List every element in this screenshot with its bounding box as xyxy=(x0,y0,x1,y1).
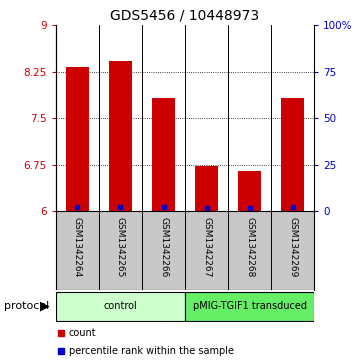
Bar xyxy=(281,98,304,211)
Bar xyxy=(185,292,314,321)
Title: GDS5456 / 10448973: GDS5456 / 10448973 xyxy=(110,9,260,23)
Bar xyxy=(152,98,175,211)
Bar xyxy=(195,166,218,211)
Text: pMIG-TGIF1 transduced: pMIG-TGIF1 transduced xyxy=(192,301,306,311)
Text: GSM1342267: GSM1342267 xyxy=(202,217,211,278)
Text: control: control xyxy=(104,301,137,311)
Text: percentile rank within the sample: percentile rank within the sample xyxy=(69,346,234,356)
Bar xyxy=(56,292,185,321)
Text: GSM1342264: GSM1342264 xyxy=(73,217,82,278)
Text: protocol: protocol xyxy=(4,301,49,311)
Text: GSM1342265: GSM1342265 xyxy=(116,217,125,278)
Text: ▶: ▶ xyxy=(40,300,50,313)
Text: GSM1342269: GSM1342269 xyxy=(288,217,297,278)
Text: count: count xyxy=(69,328,96,338)
Bar xyxy=(66,68,89,211)
Text: GSM1342268: GSM1342268 xyxy=(245,217,254,278)
Bar xyxy=(109,61,132,211)
Bar xyxy=(238,171,261,211)
Text: GSM1342266: GSM1342266 xyxy=(159,217,168,278)
